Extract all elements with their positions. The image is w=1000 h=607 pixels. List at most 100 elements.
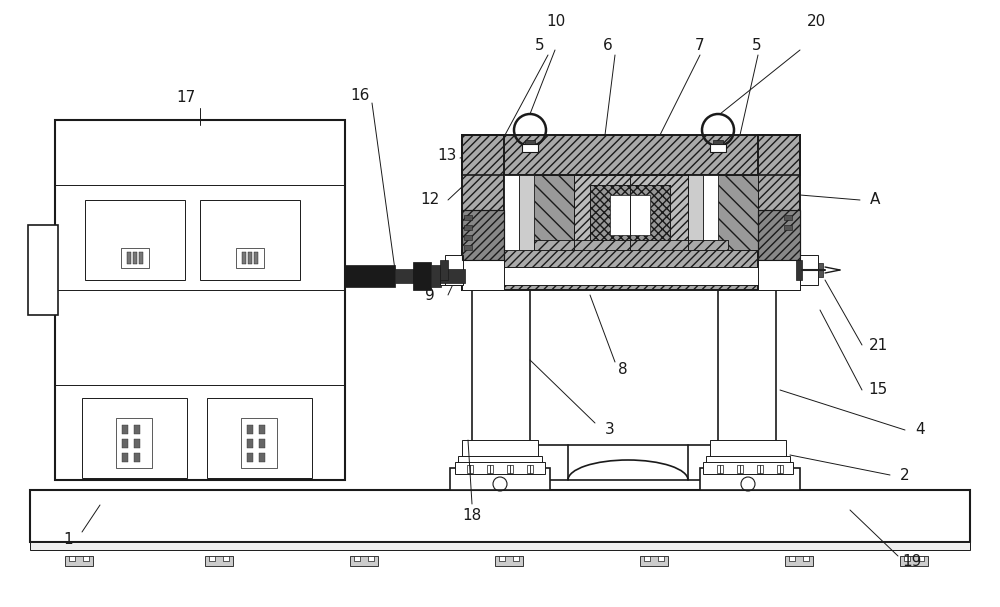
Bar [122,439,128,448]
Bar [133,252,137,264]
Bar [590,185,670,240]
Text: 21: 21 [868,337,888,353]
Bar [464,225,472,230]
Bar [610,195,650,235]
Bar [758,135,800,290]
Bar [441,268,449,284]
Bar [247,425,253,434]
Bar [504,175,574,250]
Bar [918,556,924,561]
Bar [236,248,264,268]
Bar [464,215,472,220]
Bar [30,490,970,542]
Bar [789,556,795,561]
Bar [242,252,246,264]
Bar [462,135,800,175]
Bar [534,240,728,250]
Text: 15: 15 [868,382,888,398]
Bar [640,556,668,566]
Bar [574,175,688,250]
Bar [713,140,723,144]
Bar [703,175,718,250]
Bar [472,290,530,490]
Bar [350,556,378,566]
Bar [205,556,233,566]
Text: 5: 5 [535,38,545,52]
Bar [504,175,758,250]
Text: 13: 13 [437,148,457,163]
Text: 6: 6 [603,38,613,52]
Bar [525,140,535,144]
Bar [121,248,149,268]
Text: 20: 20 [807,15,827,30]
Text: 19: 19 [902,555,922,569]
Bar [784,225,792,230]
Bar [413,262,431,290]
Bar [507,465,513,473]
Text: 10: 10 [546,15,566,30]
Bar [455,462,545,474]
Bar [455,272,460,280]
Bar [134,453,140,462]
Bar [65,556,93,566]
Bar [247,439,253,448]
Bar [504,175,574,250]
Text: 3: 3 [605,422,615,438]
Text: 17: 17 [176,90,196,106]
Bar [758,210,800,260]
Bar [710,144,726,152]
Bar [440,269,465,283]
Text: 8: 8 [618,362,628,378]
Bar [784,215,792,220]
Text: 16: 16 [350,87,370,103]
Bar [462,135,504,290]
Bar [368,556,374,561]
Bar [69,556,75,561]
Text: 1: 1 [63,532,73,548]
Bar [85,200,185,280]
Bar [55,120,345,480]
Bar [200,200,300,280]
Bar [127,252,131,264]
Bar [462,210,504,260]
Bar [462,250,800,290]
Bar [777,465,783,473]
Bar [757,465,763,473]
Bar [758,210,800,260]
Bar [900,556,928,566]
Bar [223,556,229,561]
Bar [737,465,743,473]
Bar [499,556,505,561]
Bar [134,439,140,448]
Text: A: A [870,192,880,208]
Bar [644,556,650,561]
Bar [445,255,463,285]
Bar [462,260,504,290]
Bar [209,556,215,561]
Bar [254,252,258,264]
Text: 2: 2 [900,467,910,483]
Bar [450,468,550,490]
Bar [248,252,252,264]
Bar [395,269,413,283]
Bar [462,135,800,175]
Bar [800,255,818,285]
Bar [259,453,265,462]
Bar [207,398,312,478]
Bar [83,556,89,561]
Bar [462,210,504,260]
Bar [710,440,786,470]
Bar [440,267,780,285]
Text: 12: 12 [420,192,440,208]
Bar [688,175,703,250]
Bar [717,465,723,473]
Bar [464,245,472,250]
Bar [818,263,823,277]
Bar [462,135,504,290]
Text: 18: 18 [462,507,482,523]
Bar [464,235,472,240]
Bar [688,175,758,250]
Bar [658,556,664,561]
Bar [345,265,395,287]
Text: 5: 5 [752,38,762,52]
